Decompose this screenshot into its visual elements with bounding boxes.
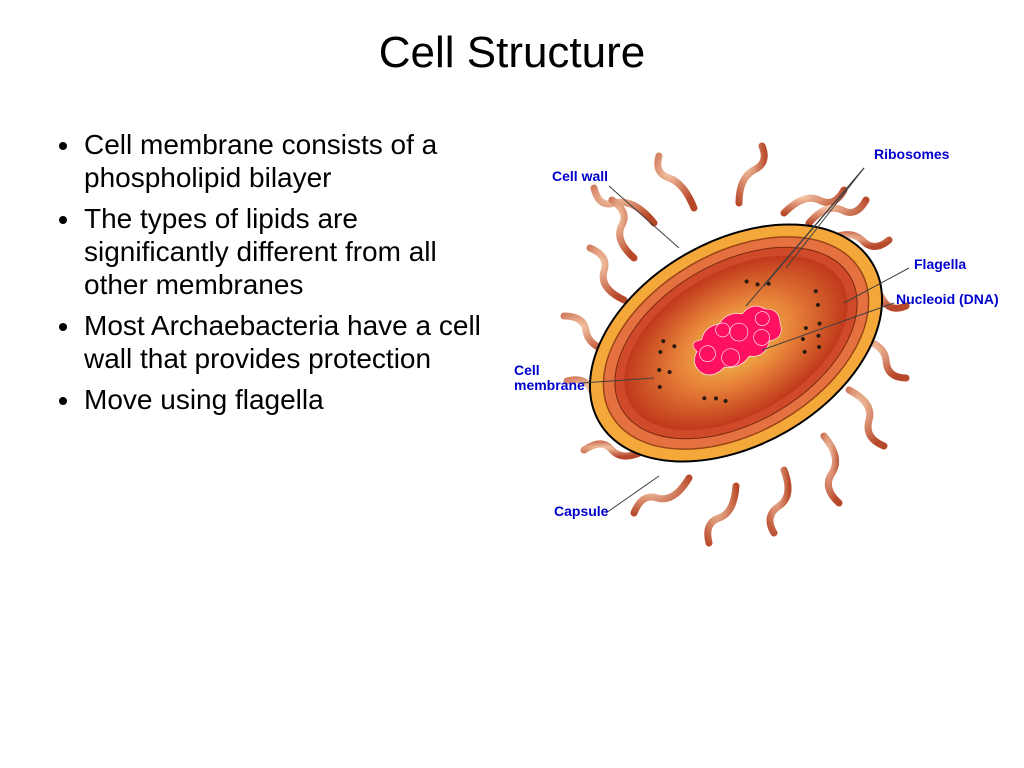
content-row: Cell membrane consists of a phospholipid… [0, 98, 1024, 583]
label-flagella: Flagella [914, 256, 966, 272]
label-nucleoid: Nucleoid (DNA) [896, 291, 999, 307]
label-cell-membrane: Cellmembrane [514, 363, 585, 394]
cell-body [548, 176, 924, 511]
label-ribosomes: Ribosomes [874, 146, 949, 162]
bullet-item: Most Archaebacteria have a cell wall tha… [82, 309, 504, 375]
label-capsule: Capsule [554, 503, 608, 519]
cell-diagram: Cell wall Ribosomes Flagella Nucleoid (D… [504, 128, 984, 583]
bullet-list: Cell membrane consists of a phospholipid… [60, 128, 504, 583]
bullet-item: Cell membrane consists of a phospholipid… [82, 128, 504, 194]
bullet-item: Move using flagella [82, 383, 504, 416]
page-title: Cell Structure [0, 0, 1024, 98]
label-cell-wall: Cell wall [552, 168, 608, 184]
bullet-item: The types of lipids are significantly di… [82, 202, 504, 301]
